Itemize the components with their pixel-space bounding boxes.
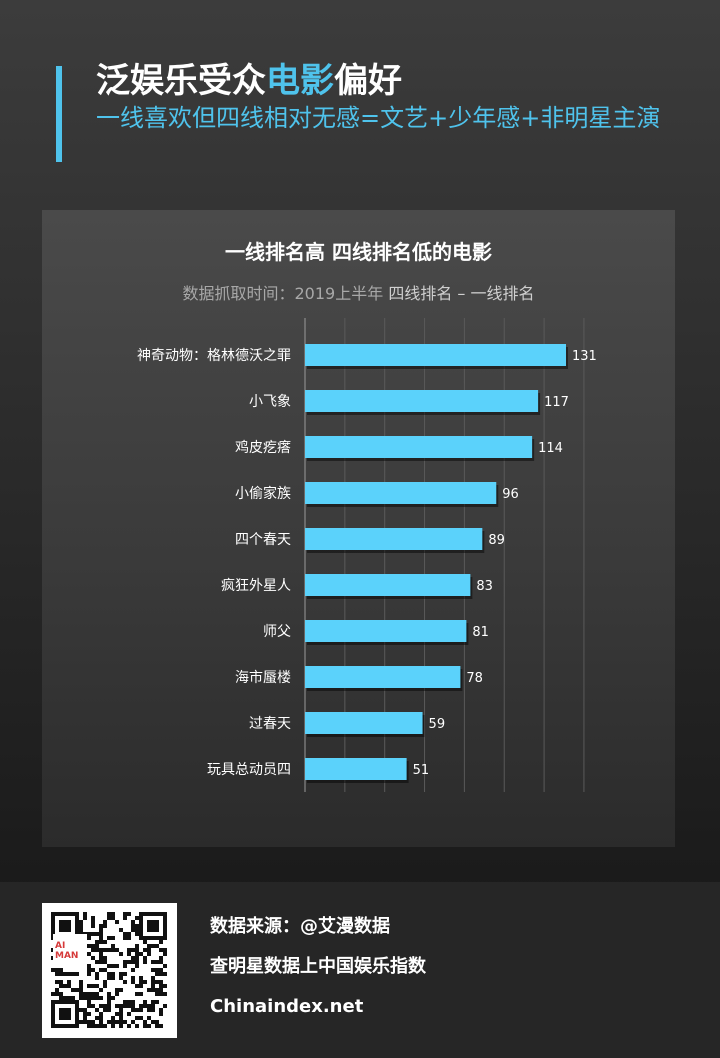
bar <box>305 712 423 734</box>
page-title: 泛娱乐受众电影偏好 <box>96 60 696 102</box>
value-label: 131 <box>572 349 597 364</box>
value-label: 96 <box>502 487 519 502</box>
accent-bar <box>56 66 62 162</box>
value-label: 51 <box>413 763 430 778</box>
header: 泛娱乐受众电影偏好 一线喜欢但四线相对无感=文艺+少年感+非明星主演 <box>56 60 696 162</box>
aiman-logo: AI MAN <box>53 934 87 968</box>
category-label: 疯狂外星人 <box>221 578 291 594</box>
page-subtitle: 一线喜欢但四线相对无感=文艺+少年感+非明星主演 <box>96 104 661 132</box>
title-highlight: 电影 <box>266 61 334 101</box>
category-label: 玩具总动员四 <box>207 762 291 778</box>
value-label: 59 <box>429 717 446 732</box>
bar-chart: 神奇动物：格林德沃之罪 131 小飞象 117 鸡皮疙瘩 114 小偷家族 96 四个春天 89 疯… <box>137 318 597 792</box>
bar <box>305 528 483 550</box>
slogan: 查明星数据上中国娱乐指数 <box>210 956 426 977</box>
data-source: 数据来源：@艾漫数据 <box>210 916 390 937</box>
bar <box>305 758 407 780</box>
chart-panel: 一线排名高 四线排名低的电影 数据抓取时间：2019上半年 四线排名 – 一线排… <box>42 210 675 847</box>
bar <box>305 390 539 412</box>
category-label: 神奇动物：格林德沃之罪 <box>137 347 291 364</box>
bar <box>305 574 471 596</box>
bar <box>305 344 566 366</box>
category-label: 鸡皮疙瘩 <box>235 439 291 456</box>
chart-subtitle: 数据抓取时间：2019上半年 四线排名 – 一线排名 <box>42 280 675 304</box>
value-label: 117 <box>544 395 569 410</box>
website-link[interactable]: Chinaindex.net <box>210 996 364 1017</box>
value-label: 89 <box>488 533 505 548</box>
value-label: 114 <box>538 441 563 456</box>
footer-info: 数据来源：@艾漫数据 查明星数据上中国娱乐指数 Chinaindex.net <box>210 914 426 1034</box>
chart-subtitle-metric: 四线排名 – 一线排名 <box>388 284 535 303</box>
bar <box>305 482 497 504</box>
value-label: 83 <box>476 579 493 594</box>
title-part2: 偏好 <box>334 61 402 101</box>
title-part1: 泛娱乐受众 <box>96 61 266 101</box>
category-label: 海市蜃楼 <box>235 669 291 686</box>
value-label: 78 <box>466 671 483 686</box>
category-label: 师父 <box>263 624 291 640</box>
bar <box>305 436 533 458</box>
category-label: 小飞象 <box>249 394 291 410</box>
category-label: 四个春天 <box>235 532 291 548</box>
category-label: 过春天 <box>249 716 291 732</box>
bar <box>305 666 461 688</box>
value-label: 81 <box>472 625 489 640</box>
chart-title: 一线排名高 四线排名低的电影 <box>225 240 492 264</box>
qr-code[interactable] <box>42 903 177 1038</box>
footer: AI MAN 数据来源：@艾漫数据 查明星数据上中国娱乐指数 Chinainde… <box>0 882 720 1058</box>
qr-logo-text: AI MAN <box>55 941 79 961</box>
category-label: 小偷家族 <box>235 485 291 502</box>
bar <box>305 620 467 642</box>
chart-subtitle-date: 数据抓取时间：2019上半年 <box>182 284 384 303</box>
